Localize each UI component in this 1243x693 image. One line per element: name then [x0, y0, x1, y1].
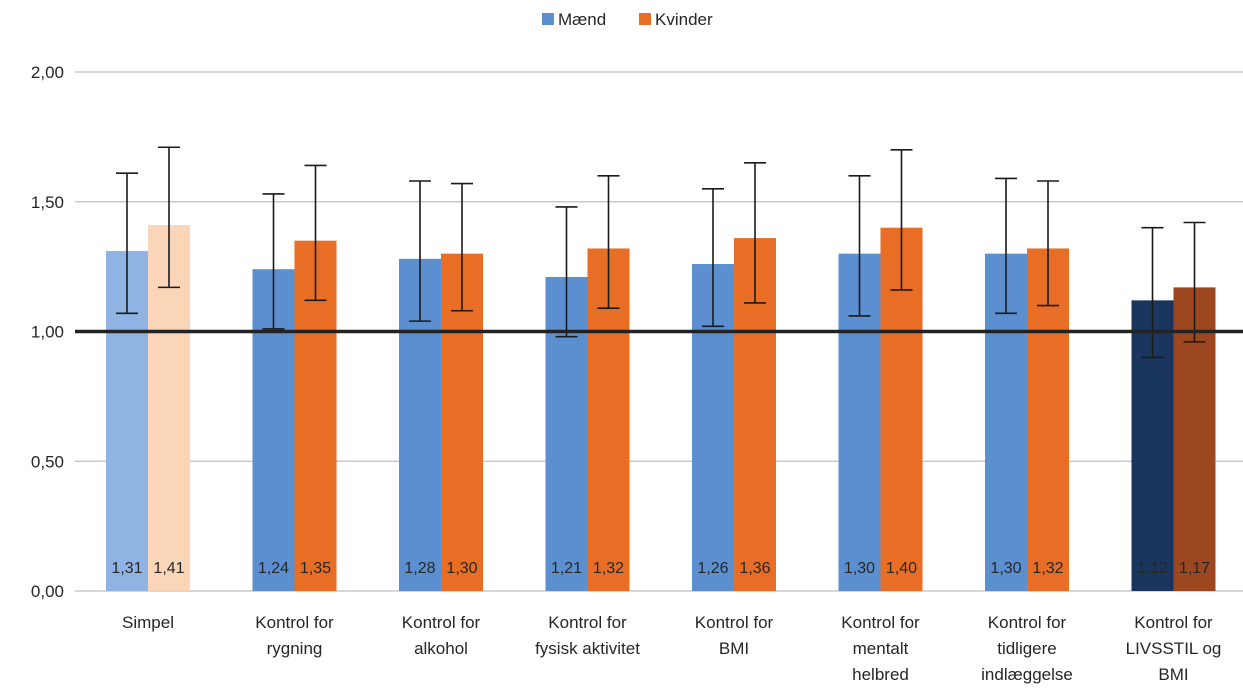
data-label: 1,28: [404, 560, 435, 577]
x-category-label: BMI: [719, 639, 749, 658]
x-category-label: Kontrol for: [1134, 613, 1213, 632]
x-category-label: Kontrol for: [548, 613, 627, 632]
x-category-label: Kontrol for: [988, 613, 1067, 632]
legend-swatch: [542, 13, 554, 25]
data-label: 1,21: [551, 560, 582, 577]
data-label: 1,32: [1032, 560, 1063, 577]
data-label: 1,30: [990, 560, 1021, 577]
x-category-label: LIVSSTIL og: [1126, 639, 1222, 658]
data-label: 1,17: [1179, 560, 1210, 577]
y-axis: 0,00 0,50 1,00 1,50 2,00: [31, 63, 64, 601]
x-category-label: Kontrol for: [841, 613, 920, 632]
x-category-label: Kontrol for: [695, 613, 774, 632]
y-tick-label: 2,00: [31, 63, 64, 82]
y-tick-label: 1,50: [31, 193, 64, 212]
x-category-label: indlæggelse: [981, 665, 1073, 684]
data-label: 1,36: [739, 560, 770, 577]
bars: [106, 225, 1216, 592]
data-label: 1,40: [886, 560, 917, 577]
data-label: 1,12: [1137, 560, 1168, 577]
x-category-label: Kontrol for: [402, 613, 481, 632]
data-labels: 1,31 1,41 1,24 1,35 1,28 1,30 1,21 1,32 1,26 1,36…: [111, 560, 1210, 577]
x-category-label: rygning: [267, 639, 323, 658]
x-category-label: mentalt: [853, 639, 909, 658]
data-label: 1,41: [153, 560, 184, 577]
data-label: 1,24: [258, 560, 289, 577]
x-axis: Simpel Kontrol for rygning Kontrol for alkoh…: [122, 613, 1221, 684]
legend-label: Mænd: [558, 10, 606, 29]
data-label: 1,31: [111, 560, 142, 577]
x-category-label: BMI: [1158, 665, 1188, 684]
error-bars: [116, 146, 1206, 359]
x-category-label: Kontrol for: [255, 613, 334, 632]
y-tick-label: 1,00: [31, 323, 64, 342]
data-label: 1,30: [446, 560, 477, 577]
x-category-label: tidligere: [997, 639, 1057, 658]
data-label: 1,30: [844, 560, 875, 577]
y-tick-label: 0,50: [31, 452, 64, 471]
x-category-label: helbred: [852, 665, 909, 684]
legend: Mænd Kvinder: [542, 10, 713, 29]
data-label: 1,35: [300, 560, 331, 577]
x-category-label: Simpel: [122, 613, 174, 632]
data-label: 1,26: [697, 560, 728, 577]
x-category-label: alkohol: [414, 639, 468, 658]
legend-swatch: [639, 13, 651, 25]
data-label: 1,32: [593, 560, 624, 577]
y-tick-label: 0,00: [31, 582, 64, 601]
legend-label: Kvinder: [655, 10, 713, 29]
x-category-label: fysisk aktivitet: [535, 639, 640, 658]
